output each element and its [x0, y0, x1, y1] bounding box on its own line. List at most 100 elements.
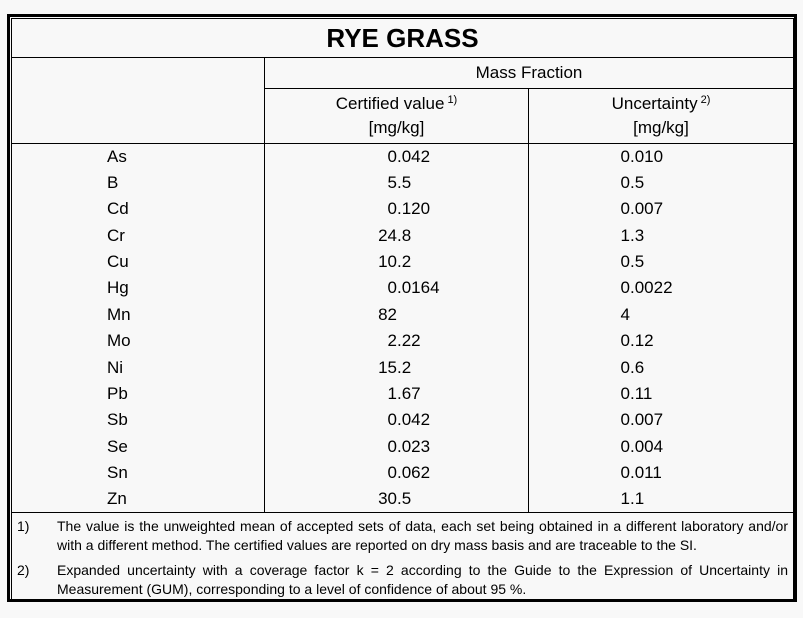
certified-value: 5.5	[387, 173, 412, 193]
uncertainty-cell: 0.004	[529, 433, 794, 459]
uncertainty-value: 0.011	[620, 462, 662, 482]
uncertainty-value: 1.1	[620, 489, 645, 509]
uncertainty-value: 0.12	[620, 331, 654, 351]
certified-value: 15.2	[378, 357, 412, 377]
certified-value-cell: 5.5	[264, 169, 529, 197]
uncertainty-cell: 0.5	[529, 170, 794, 196]
certified-value-cell: 1.67	[264, 380, 529, 408]
element-symbol: Mn	[11, 301, 265, 329]
uncertainty-value: 0.0022	[620, 278, 673, 298]
element-symbol: Cr	[11, 222, 265, 249]
certified-value-cell: 15.2	[264, 354, 529, 381]
uncertainty-cell: 0.011	[529, 460, 794, 486]
element-symbol: B	[11, 169, 265, 197]
uncertainty-cell: 0.0022	[529, 275, 794, 301]
uncertainty-value: 0.11	[620, 383, 653, 403]
certified-value: 30.5	[378, 489, 412, 509]
uncertainty-header-label: Uncertainty	[611, 94, 698, 113]
footnote-ref-2-marker: 2)	[700, 94, 711, 106]
uncertainty-value: 0.010	[620, 146, 664, 166]
table-row: Ni 15.2 0.6	[11, 354, 794, 381]
element-symbol: Mo	[11, 328, 265, 355]
footnote-row: 1) The value is the unweighted mean of a…	[12, 513, 794, 600]
table-row: Mn 82 4	[11, 301, 794, 329]
uncertainty-value: 1.3	[620, 225, 645, 245]
certified-value: 0.120	[387, 199, 431, 219]
certified-value-cell: 30.5	[264, 486, 529, 514]
uncertainty-value: 0.007	[620, 410, 664, 430]
element-symbol: As	[11, 143, 265, 170]
uncertainty-cell: 1.1	[528, 486, 794, 514]
certified-value: 0.062	[387, 462, 431, 482]
certified-value: 10.2	[378, 252, 412, 272]
page-title: RYE GRASS	[11, 18, 794, 58]
footnote-2: 2) Expanded uncertainty with a coverage …	[17, 561, 790, 599]
element-symbol: Cd	[11, 196, 265, 223]
footnote-1-ref: 1)	[17, 518, 30, 535]
uncertainty-value: 0.6	[620, 357, 645, 377]
element-symbol: Zn	[11, 486, 265, 514]
footnote-2-ref: 2)	[17, 562, 30, 579]
certified-value: 82	[378, 304, 397, 324]
table-row: Zn 30.5 1.1	[11, 486, 794, 514]
element-column-corner-cell	[11, 57, 265, 144]
certified-value: 0.042	[387, 410, 431, 430]
certified-value: 1.67	[387, 383, 421, 403]
uncertainty-value: 0.5	[620, 173, 645, 193]
data-rows: As 0.042 0.010 B 5.5 0.5 Cd 0.120 0.007 …	[11, 143, 794, 514]
uncertainty-cell: 0.007	[529, 407, 794, 433]
certified-value-cell: 0.042	[264, 143, 529, 170]
group-header: Mass Fraction	[264, 57, 794, 89]
certified-value-cell: 0.120	[264, 196, 529, 223]
element-symbol: Ni	[11, 354, 265, 381]
uncertainty-cell: 0.11	[529, 381, 794, 407]
certified-value-header-unit: [mg/kg]	[368, 118, 425, 137]
table-row: Se 0.023 0.004	[11, 433, 794, 460]
uncertainty-header: Uncertainty 2) [mg/kg]	[528, 88, 794, 144]
table-row: Sb 0.042 0.007	[11, 407, 794, 434]
certified-value-cell: 0.023	[264, 433, 529, 460]
uncertainty-value: 0.007	[620, 199, 664, 219]
certified-value-cell: 24.8	[264, 222, 529, 249]
uncertainty-value: 0.5	[620, 252, 645, 272]
certified-value: 0.042	[387, 146, 431, 166]
group-header-row: Mass Fraction	[11, 57, 794, 144]
certified-value: 0.023	[387, 436, 431, 456]
table-row: Cd 0.120 0.007	[11, 196, 794, 223]
table-row: Pb 1.67 0.11	[11, 380, 794, 408]
footnote-2-text: Expanded uncertainty with a coverage fac…	[57, 562, 788, 598]
certified-value-cell: 0.042	[264, 407, 529, 434]
certified-value-cell: 82	[264, 301, 529, 329]
certified-value: 2.22	[387, 331, 421, 351]
title-row: RYE GRASS	[11, 18, 794, 58]
certified-value-cell: 2.22	[264, 328, 529, 355]
table-row: Cu 10.2 0.5	[11, 248, 794, 276]
footnote-ref-1-marker: 1)	[447, 94, 458, 106]
table-row: B 5.5 0.5	[11, 169, 794, 197]
certified-value-cell: 0.0164	[264, 275, 529, 302]
footnote-1-text: The value is the unweighted mean of acce…	[57, 518, 788, 554]
table-row: Cr 24.8 1.3	[11, 222, 794, 249]
element-symbol: Hg	[11, 275, 265, 302]
uncertainty-cell: 0.5	[529, 249, 794, 275]
certified-value: 0.0164	[387, 278, 440, 298]
certified-value-header: Certified value 1) [mg/kg]	[264, 88, 529, 144]
uncertainty-header-unit: [mg/kg]	[633, 118, 689, 137]
uncertainty-cell: 0.6	[529, 354, 794, 380]
element-symbol: Sb	[11, 407, 265, 434]
element-symbol: Pb	[11, 380, 265, 408]
uncertainty-cell: 0.12	[529, 328, 794, 354]
rye-grass-table: RYE GRASS Mass Fraction Certified value 1…	[11, 18, 794, 601]
table-row: Mo 2.22 0.12	[11, 328, 794, 355]
uncertainty-cell: 0.010	[529, 144, 794, 170]
certified-value-header-label: Certified value	[335, 94, 445, 113]
table-row: Sn 0.062 0.011	[11, 459, 794, 487]
uncertainty-cell: 0.007	[529, 196, 794, 222]
uncertainty-cell: 4	[529, 302, 794, 328]
column-header-row: Certified value 1) [mg/kg] Uncertainty 2) …	[12, 88, 794, 144]
uncertainty-value: 0.004	[620, 436, 664, 456]
element-symbol: Sn	[11, 459, 265, 487]
table-row: Hg 0.0164 0.0022	[11, 275, 794, 302]
element-symbol: Se	[11, 433, 265, 460]
